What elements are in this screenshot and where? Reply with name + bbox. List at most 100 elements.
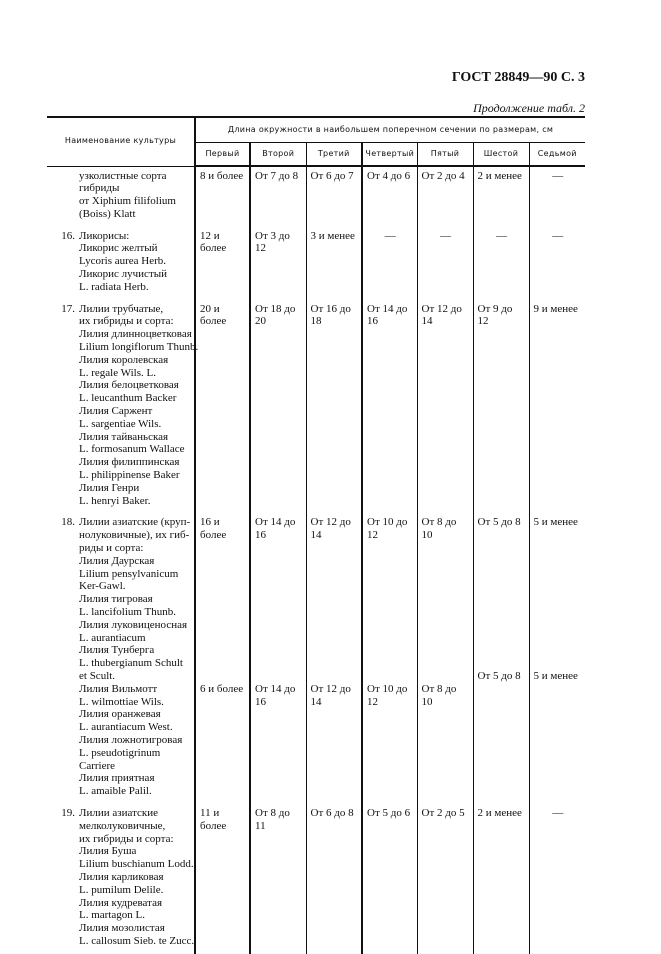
crop-name-text: L. philippinense Baker bbox=[79, 469, 180, 482]
bulb-size-table: Наименование культуры Длина окружности в… bbox=[47, 116, 586, 954]
crop-name-line: Ликорис желтый bbox=[49, 242, 191, 255]
size-cell-7: — bbox=[528, 166, 586, 227]
row-number: 16. bbox=[61, 229, 75, 242]
crop-name-text: мелколуковичные, bbox=[79, 819, 166, 832]
size-value: 5 и менее bbox=[533, 516, 578, 529]
crop-name-line: L. thubergianum Schult bbox=[49, 657, 191, 670]
size-cell-4: От 10 до 12 От 10 до 12 bbox=[361, 513, 417, 804]
crop-name-line: Лилия луковиценосная bbox=[49, 619, 191, 632]
size-value: От 7 до 8 bbox=[255, 170, 299, 182]
crop-name-text: L. radiata Herb. bbox=[79, 280, 149, 293]
size-cell-4: От 4 до 6 bbox=[361, 166, 417, 227]
crop-name-text: (Boiss) Klatt bbox=[79, 207, 136, 220]
size-cell-7: — bbox=[528, 803, 586, 954]
header-size-3: Третий bbox=[305, 142, 362, 167]
size-cell-7: — bbox=[528, 226, 586, 300]
crop-name-text: Лилии азиатские (круп- bbox=[79, 516, 191, 529]
crop-name-text: их гибриды и сорта: bbox=[79, 832, 174, 845]
size-value: От 14 до 16 bbox=[255, 682, 296, 708]
crop-name-line: L. amaible Palil. bbox=[49, 785, 191, 798]
size-cell-6: 2 и менее bbox=[472, 803, 529, 954]
crop-name-text: Ликорис желтый bbox=[79, 242, 158, 255]
crop-name-text: Лилия Буша bbox=[79, 845, 137, 858]
crop-name-text: L. leucanthum Backer bbox=[79, 392, 177, 405]
crop-name-line: Lycoris aurea Herb. bbox=[49, 255, 191, 268]
header-size-1: Первый bbox=[194, 142, 250, 167]
table-row: 16. Ликорисы: Ликорис желтый Lycoris aurea … bbox=[47, 226, 586, 300]
table-row: 17. Лилии трубчатые, их гибриды и сорта: Ли… bbox=[47, 299, 586, 514]
crop-name-line: L. sargentiae Wils. bbox=[49, 418, 191, 431]
crop-name-text: Лилия ложнотигровая bbox=[79, 733, 183, 746]
crop-name-text: Лилия белоцветковая bbox=[79, 379, 179, 392]
size-value: — bbox=[552, 229, 564, 242]
size-value: 12 и более bbox=[200, 229, 227, 255]
size-value: — bbox=[552, 806, 564, 819]
size-cell-6: От 5 до 8 От 5 до 8 bbox=[472, 513, 529, 804]
size-cell-3: 3 и менее bbox=[305, 226, 362, 300]
size-value: От 5 до 8 bbox=[477, 670, 521, 683]
size-cell-3: От 16 до 18 bbox=[305, 299, 362, 514]
size-value: 16 и более bbox=[200, 516, 227, 542]
crop-name-line: L. martagon L. bbox=[49, 909, 191, 922]
crop-name-text: L. martagon L. bbox=[79, 909, 145, 922]
crop-name-text: L. aurantiacum bbox=[79, 631, 146, 644]
crop-name-text: L. aurantiacum West. bbox=[79, 721, 173, 734]
crop-name-line: Лилия кудреватая bbox=[49, 897, 191, 910]
size-value: От 6 до 8 bbox=[310, 806, 354, 819]
size-cell-4: От 14 до 16 bbox=[361, 299, 417, 514]
crop-name-line: L. callosum Sieb. te Zucc. bbox=[49, 935, 194, 948]
crop-name-text: Лилия королевская bbox=[79, 353, 169, 366]
crop-name-text: Лилии трубчатые, bbox=[79, 302, 164, 315]
crop-name-line: Лилия приятная bbox=[49, 772, 191, 785]
size-cell-5: От 12 до 14 bbox=[416, 299, 473, 514]
crop-name-text: Lilium pensylvanicum bbox=[79, 567, 179, 580]
size-value: — bbox=[552, 170, 564, 182]
crop-name-text: Лилия Вильмотт bbox=[79, 682, 158, 695]
crop-name-text: Лилия Саржент bbox=[79, 405, 153, 418]
crop-name-text: Лилия Генри bbox=[79, 481, 140, 494]
crop-name-text: L. henryi Baker. bbox=[79, 494, 151, 507]
size-cell-5: От 2 до 4 bbox=[416, 166, 473, 227]
crop-name-text: L. lancifolium Thunb. bbox=[79, 606, 176, 618]
crop-name-line: L. wilmottiae Wils. bbox=[49, 696, 191, 709]
crop-name-line: L. lancifolium Thunb. bbox=[49, 606, 191, 619]
crop-name-text: Лилия длинноцветковая bbox=[79, 328, 192, 341]
size-value: — bbox=[496, 229, 507, 242]
crop-name-line: L. leucanthum Backer bbox=[49, 392, 191, 405]
crop-name-line: L. pseudotigrinum bbox=[49, 747, 191, 760]
crop-name-text: узколистные сорта bbox=[79, 169, 167, 182]
crop-name-line: et Scult. bbox=[49, 670, 191, 683]
crop-name-line: их гибриды и сорта: bbox=[49, 315, 191, 328]
size-value: От 12 до 14 bbox=[310, 682, 351, 708]
crop-name-line: L. philippinense Baker bbox=[49, 469, 191, 482]
header-circumference: Длина окружности в наибольшем поперечном… bbox=[193, 116, 586, 143]
crop-name-text: Лилия карликовая bbox=[79, 870, 164, 883]
crop-name-text: Carriere bbox=[79, 759, 116, 772]
crop-name-line: Лилия Генри bbox=[49, 482, 191, 495]
size-value: 5 и менее bbox=[533, 670, 578, 683]
crop-name-text: Lilium buschianum Lodd. bbox=[79, 858, 194, 871]
size-value: От 9 до 12 bbox=[477, 302, 513, 328]
crop-name-text: Лилия оранжевая bbox=[79, 708, 161, 721]
size-value: 6 и более bbox=[200, 682, 244, 695]
size-value: 2 и менее bbox=[477, 170, 522, 182]
size-cell-2: От 14 до 16 От 14 до 16 bbox=[249, 513, 306, 804]
crop-name-line: Лилия Тунберга bbox=[49, 644, 191, 657]
size-cell-1: 16 и более 6 и более bbox=[194, 513, 250, 804]
crop-name-line: Лилия длинноцветковая bbox=[49, 328, 192, 341]
crop-name-text: Лилии азиатские bbox=[79, 806, 159, 819]
crop-name-text: Ликорис лучистый bbox=[79, 268, 168, 281]
size-value: 2 и менее bbox=[477, 806, 522, 819]
crop-name-line: Carriere bbox=[49, 760, 191, 773]
size-cell-2: От 18 до 20 bbox=[249, 299, 306, 514]
crop-name-text: Лилия приятная bbox=[79, 772, 155, 785]
crop-name-line: гибриды bbox=[49, 182, 191, 195]
row-number: 17. bbox=[61, 302, 75, 315]
crop-name-cell: узколистные сорта гибриды от Xiphium filif… bbox=[47, 166, 195, 227]
crop-name-text: Лилия Даурская bbox=[79, 554, 155, 567]
crop-name-line: L. henryi Baker. bbox=[49, 495, 191, 508]
size-cell-7: 9 и менее bbox=[528, 299, 586, 514]
crop-name-text: L. thubergianum Schult bbox=[79, 657, 183, 670]
size-value: От 12 до 14 bbox=[310, 516, 351, 542]
size-cell-4: — bbox=[361, 226, 417, 300]
